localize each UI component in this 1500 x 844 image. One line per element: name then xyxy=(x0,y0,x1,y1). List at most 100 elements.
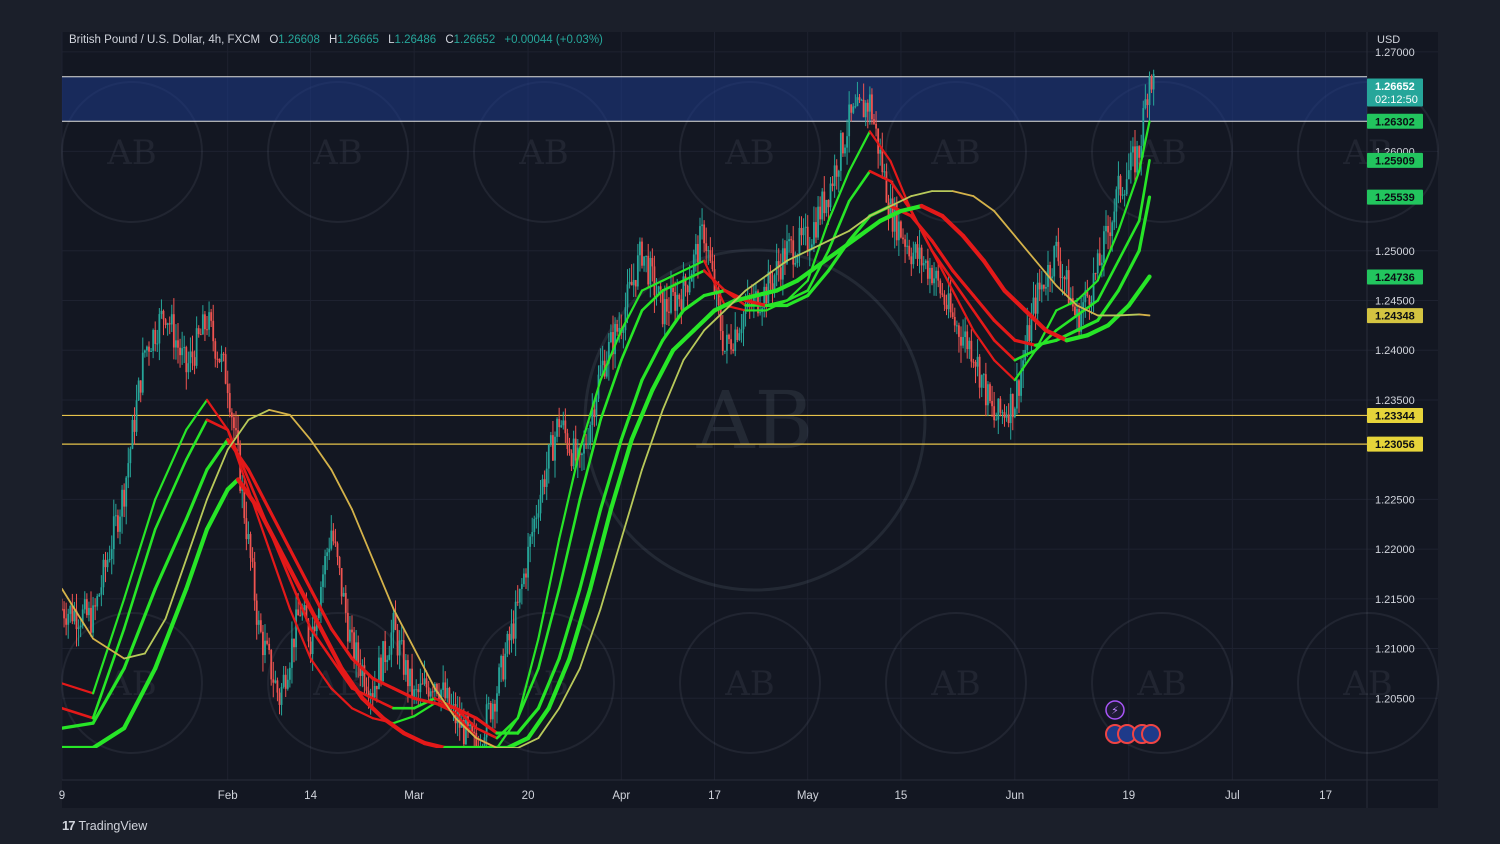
moving-average-segment xyxy=(578,378,602,451)
candle-body xyxy=(384,641,387,663)
watermark-seal xyxy=(885,612,1027,754)
candle-body xyxy=(197,328,200,335)
moving-average-segment xyxy=(940,213,966,238)
moving-average-segment xyxy=(599,358,623,422)
candle-body xyxy=(431,691,434,693)
candle-body xyxy=(852,106,855,113)
candle-body xyxy=(605,363,608,377)
moving-average-segment xyxy=(339,666,365,701)
candle-body xyxy=(456,712,459,724)
candle-body xyxy=(251,558,254,562)
candle-body xyxy=(1076,309,1078,316)
watermark-seal xyxy=(679,612,821,754)
moving-average-segment xyxy=(981,258,1007,293)
candle-body xyxy=(1069,298,1072,305)
candle-body xyxy=(127,463,130,478)
candle-body xyxy=(759,312,761,314)
candle-body xyxy=(1084,290,1087,303)
us-flag-icon[interactable] xyxy=(1141,724,1161,744)
moving-average-segment xyxy=(277,547,303,591)
candle-body xyxy=(1028,325,1031,342)
price-label-box xyxy=(1367,189,1423,205)
lightning-icon[interactable] xyxy=(1105,700,1125,720)
countdown-text: 02:12:50 xyxy=(1375,94,1418,106)
candle-body xyxy=(266,640,268,644)
moving-average-segment xyxy=(608,437,634,512)
candle-body xyxy=(842,133,844,154)
candle-body xyxy=(844,147,846,154)
price-label-box xyxy=(1367,436,1423,452)
candle-body xyxy=(686,285,689,293)
moving-average-segment xyxy=(806,249,830,292)
moving-average-segment xyxy=(309,438,333,471)
candle-body xyxy=(779,267,782,280)
event-markers[interactable]: ⚡ xyxy=(1105,700,1161,744)
candle-body xyxy=(506,633,509,654)
watermark-text: AB xyxy=(518,133,569,173)
moving-average-segment xyxy=(1023,308,1049,333)
price-axis[interactable]: 1.270001.260001.250001.245001.240001.235… xyxy=(1375,47,1415,705)
candle-body xyxy=(154,329,157,344)
candle-body xyxy=(498,667,500,694)
tradingview-logo[interactable]: 17 TradingView xyxy=(62,818,147,833)
moving-average-segment xyxy=(1033,338,1058,347)
candle-body xyxy=(452,704,455,706)
moving-average-segment xyxy=(268,408,291,416)
candle-body xyxy=(1067,270,1070,305)
candle-body xyxy=(929,267,931,279)
candle-body xyxy=(143,350,146,353)
candle-body xyxy=(63,609,65,619)
candle-body xyxy=(1063,277,1066,280)
candle-body xyxy=(328,548,331,553)
candle-body xyxy=(220,353,223,363)
candle-body xyxy=(688,281,691,293)
watermark-seal xyxy=(1091,612,1233,754)
candle-body xyxy=(788,239,790,242)
candle-body xyxy=(400,640,403,642)
candle-body xyxy=(827,199,830,208)
candle-body xyxy=(496,693,498,712)
moving-average-segment xyxy=(495,716,520,740)
candle-body xyxy=(373,685,376,698)
candle-body xyxy=(945,304,948,310)
candle-body xyxy=(972,361,975,363)
watermark-text: AB xyxy=(930,133,981,173)
time-tick-label: Jul xyxy=(1225,790,1240,802)
candle-body xyxy=(784,248,786,264)
candle-body xyxy=(1036,282,1039,314)
time-axis[interactable]: 9 Feb 14 Mar 20 Apr 17 May 15 Jun 19 Jul 17 xyxy=(59,790,1332,802)
candle-body xyxy=(264,640,266,656)
candle-body xyxy=(249,534,252,559)
candle-body xyxy=(904,239,906,247)
moving-average-segment xyxy=(537,538,561,640)
candle-body xyxy=(1109,232,1112,237)
candle-body xyxy=(320,586,322,609)
candle-body xyxy=(984,374,987,406)
candle-body xyxy=(610,332,612,342)
moving-average-segment xyxy=(525,706,551,741)
candle-body xyxy=(949,293,952,313)
candle-body xyxy=(1055,241,1058,247)
high-label: H xyxy=(329,34,338,46)
candle-body xyxy=(520,584,523,589)
moving-average-segment xyxy=(971,293,996,322)
candle-body xyxy=(858,97,861,100)
candle-body xyxy=(90,607,92,633)
candle-body xyxy=(815,222,817,238)
moving-average-segment xyxy=(454,717,478,739)
price-tick-label: 1.22000 xyxy=(1375,544,1415,556)
candle-body xyxy=(877,128,880,154)
candle-body xyxy=(222,353,225,355)
candle-body xyxy=(987,384,989,406)
candle-body xyxy=(875,123,877,129)
candle-body xyxy=(531,532,534,537)
candle-body xyxy=(726,334,728,351)
moving-average-segment xyxy=(123,498,157,600)
candle-body xyxy=(421,683,424,685)
candle-body xyxy=(462,719,465,745)
candle-body xyxy=(862,99,865,118)
candle-body xyxy=(1005,414,1008,418)
resistance-zone xyxy=(62,76,1367,122)
candle-body xyxy=(104,559,107,568)
